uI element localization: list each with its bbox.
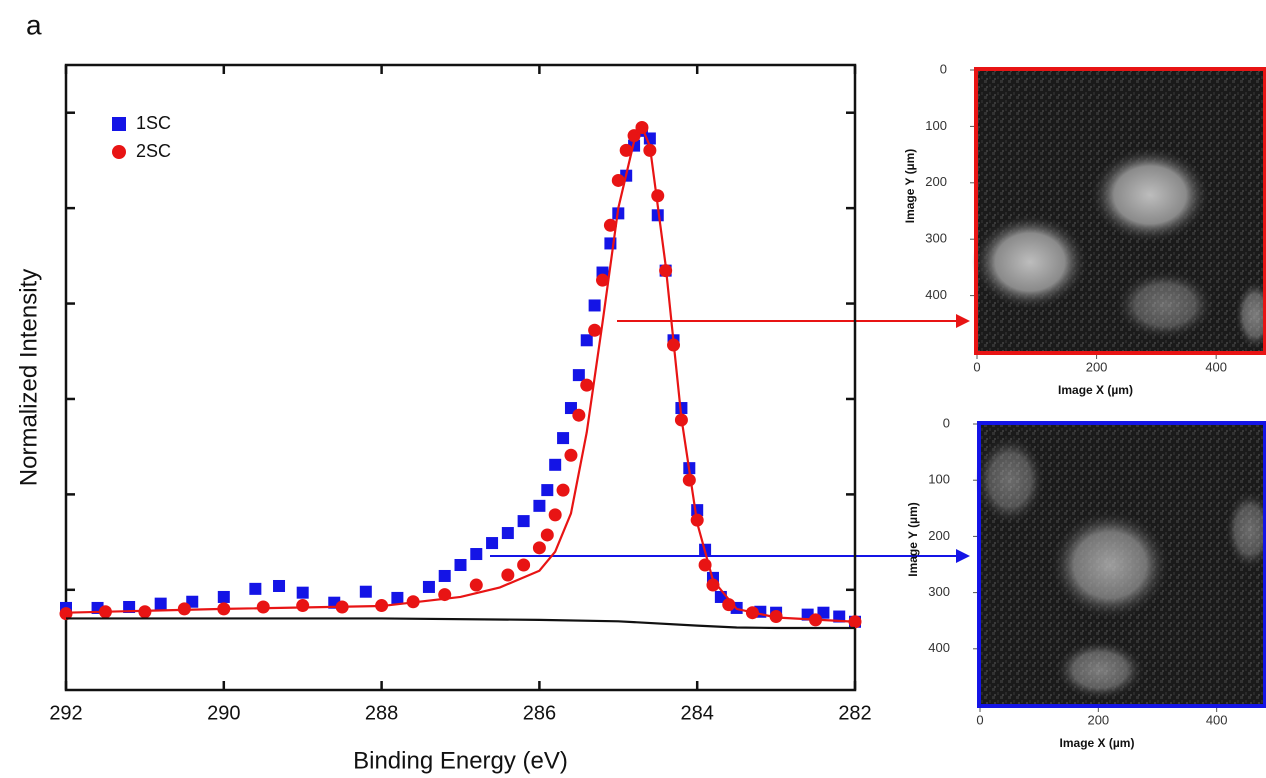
y-tick-label: 100 <box>928 472 950 487</box>
x-axis-label: Image X (µm) <box>1060 736 1135 750</box>
data-point <box>296 586 309 599</box>
data-point <box>572 408 586 422</box>
data-point <box>533 499 546 512</box>
data-point <box>619 143 633 157</box>
data-point <box>564 448 578 462</box>
x-tick-label: 282 <box>838 702 871 724</box>
data-point <box>123 600 136 613</box>
data-point <box>651 209 664 222</box>
y-tick-label: 300 <box>925 231 947 246</box>
data-point <box>549 458 562 471</box>
data-point <box>596 273 610 287</box>
data-point <box>532 541 546 555</box>
data-point <box>722 598 736 612</box>
x-axis-label: Image X (µm) <box>1058 383 1133 397</box>
data-point <box>611 173 625 187</box>
x-tick-label: 288 <box>365 702 398 724</box>
data-point <box>391 591 404 604</box>
x-tick-label: 290 <box>207 702 240 724</box>
data-point <box>706 578 720 592</box>
inset-image <box>975 424 1266 705</box>
data-point <box>588 323 602 337</box>
data-point <box>682 473 696 487</box>
x-tick-label: 400 <box>1206 712 1228 727</box>
data-point <box>454 559 467 571</box>
data-point <box>580 334 593 347</box>
data-point <box>548 508 562 522</box>
data-point <box>359 585 372 598</box>
data-point <box>833 610 846 623</box>
inset-frame <box>974 67 1266 355</box>
y-tick-label: 200 <box>925 174 947 189</box>
inset-frame <box>977 421 1266 708</box>
data-point <box>517 558 531 572</box>
fit-line <box>66 617 855 630</box>
x-axis-label: Binding Energy (eV) <box>353 747 568 774</box>
data-point <box>517 515 530 528</box>
data-point <box>59 607 73 621</box>
arrow <box>617 314 970 328</box>
x-tick-label: 0 <box>973 359 980 374</box>
x-tick-label: 0 <box>976 712 983 727</box>
data-point <box>540 528 554 542</box>
data-point <box>217 590 230 603</box>
data-point <box>627 129 641 143</box>
y-tick-label: 300 <box>928 584 950 599</box>
data-point <box>541 484 554 497</box>
y-tick-label: 200 <box>928 528 950 543</box>
y-tick-label: 0 <box>940 61 947 76</box>
legend-label: 2SC <box>136 141 171 161</box>
y-tick-label: 0 <box>943 415 950 430</box>
data-point <box>469 578 483 592</box>
data-point <box>154 597 167 610</box>
y-tick-label: 100 <box>925 118 947 133</box>
x-tick-label: 292 <box>49 702 82 724</box>
y-axis-label: Image Y (µm) <box>903 149 917 224</box>
x-tick-label: 200 <box>1087 712 1109 727</box>
data-point <box>422 580 435 593</box>
data-point <box>651 189 665 203</box>
data-point <box>603 218 617 232</box>
data-point <box>691 504 704 517</box>
fit-line <box>65 124 856 623</box>
legend-marker <box>112 117 126 131</box>
data-point <box>557 432 570 445</box>
data-point <box>256 600 270 614</box>
data-point <box>470 548 483 561</box>
data-point <box>556 483 570 497</box>
y-tick-label: 400 <box>925 287 947 302</box>
y-tick-label: 400 <box>928 640 950 655</box>
legend-marker <box>112 145 126 159</box>
data-point <box>580 378 594 392</box>
inset-image <box>972 70 1266 352</box>
data-point <box>501 568 515 582</box>
x-tick-label: 284 <box>681 702 714 724</box>
x-tick-label: 286 <box>523 702 556 724</box>
data-point <box>296 599 310 613</box>
arrow <box>490 549 970 563</box>
plot-frame <box>64 63 857 692</box>
legend-label: 1SC <box>136 113 171 133</box>
data-point <box>249 582 262 595</box>
data-point <box>501 527 514 540</box>
data-point <box>572 369 585 382</box>
data-point <box>273 579 286 592</box>
data-point <box>486 537 499 550</box>
x-tick-label: 400 <box>1205 359 1227 374</box>
y-axis-label: Image Y (µm) <box>906 502 920 577</box>
data-point <box>588 299 601 312</box>
y-axis-label: Normalized Intensity <box>15 269 42 486</box>
x-tick-label: 200 <box>1086 359 1108 374</box>
panel-label: a <box>26 9 42 40</box>
data-point <box>438 569 451 582</box>
